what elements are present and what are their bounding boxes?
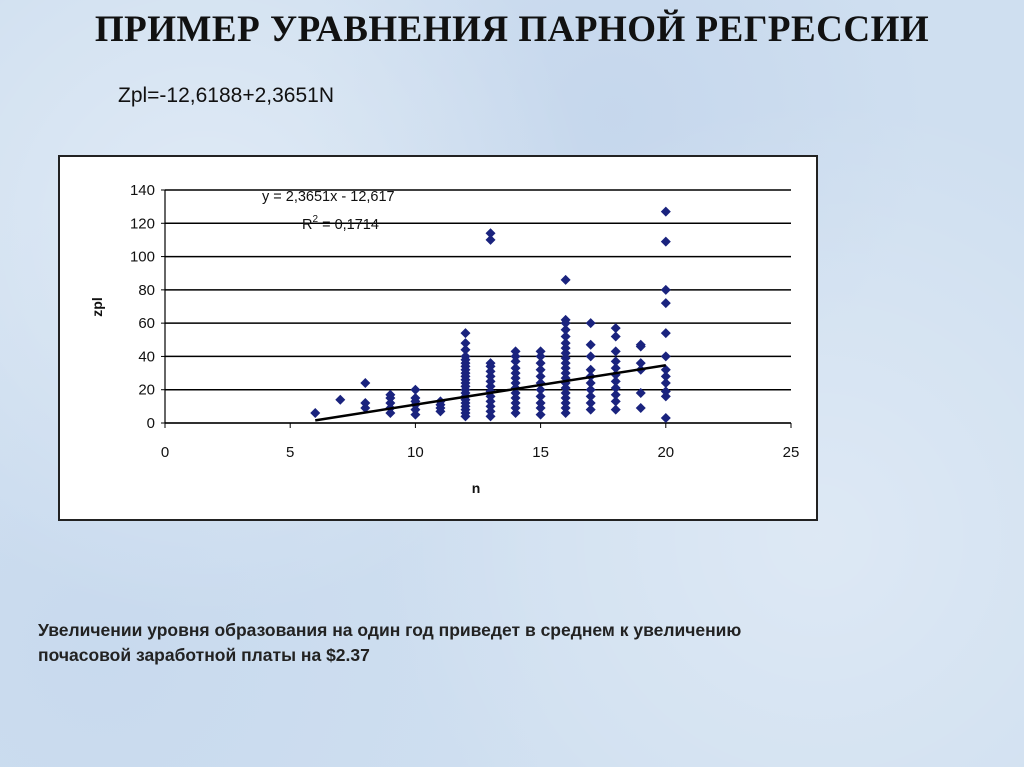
data-points <box>310 206 671 424</box>
data-point-102 <box>585 391 596 402</box>
r-squared-label: R2 = 0,1714 <box>302 214 379 233</box>
data-point-1 <box>335 394 346 405</box>
regression-equation: Zpl=-12,6188+2,3651N <box>118 84 334 107</box>
data-point-54 <box>485 234 496 245</box>
data-point-118 <box>610 346 621 357</box>
data-point-69 <box>535 409 546 420</box>
data-point-76 <box>535 364 546 375</box>
data-point-68 <box>510 346 521 357</box>
data-point-75 <box>535 371 546 382</box>
data-point-136 <box>660 284 671 295</box>
data-point-127 <box>660 413 671 424</box>
y-tick-label-60: 60 <box>138 315 155 332</box>
chart-svg: 0 20 40 60 80 100 120 140 0 5 10 15 20 25 y = 2,3651… <box>89 182 800 496</box>
data-point-0 <box>310 408 321 419</box>
conclusion-line-1: Увеличении уровня образования на один го… <box>38 620 742 640</box>
y-tick-label-0: 0 <box>147 415 155 432</box>
data-point-95 <box>560 331 571 342</box>
slide-title: ПРИМЕР УРАВНЕНИЯ ПАРНОЙ РЕГРЕССИИ <box>94 9 930 50</box>
data-point-100 <box>585 404 596 415</box>
data-point-4 <box>360 378 371 389</box>
trendline-equation: y = 2,3651x - 12,617 <box>262 189 395 205</box>
y-tick-label-120: 120 <box>130 215 155 232</box>
data-point-71 <box>535 398 546 409</box>
x-tick-label-10: 10 <box>407 444 424 461</box>
y-tick-label-40: 40 <box>138 348 155 365</box>
scatter-chart: 0 20 40 60 80 100 120 140 0 5 10 15 20 25 y = 2,3651… <box>58 155 818 521</box>
data-point-15 <box>410 384 421 395</box>
r-squared-value: = 0,1714 <box>318 217 379 233</box>
data-point-40 <box>460 338 471 349</box>
data-point-126 <box>635 339 646 350</box>
r-squared-exponent: 2 <box>312 214 318 225</box>
data-point-137 <box>660 236 671 247</box>
data-point-77 <box>535 358 546 369</box>
data-point-117 <box>610 356 621 367</box>
data-point-119 <box>610 331 621 342</box>
gridlines <box>165 189 791 424</box>
data-point-110 <box>610 404 621 415</box>
data-point-98 <box>560 314 571 325</box>
data-point-53 <box>485 358 496 369</box>
data-point-138 <box>660 206 671 217</box>
x-tick-label-0: 0 <box>161 444 169 461</box>
y-tick-labels: 0 20 40 60 80 100 120 140 <box>130 182 155 432</box>
data-point-65 <box>510 363 521 374</box>
data-point-41 <box>460 328 471 339</box>
data-point-130 <box>660 378 671 389</box>
data-point-73 <box>535 384 546 395</box>
y-tick-label-80: 80 <box>138 282 155 299</box>
data-point-103 <box>585 384 596 395</box>
y-axis-label: zpl <box>89 297 105 316</box>
conclusion-line-2: почасовой заработной платы на $2.37 <box>38 645 370 665</box>
data-point-116 <box>610 363 621 374</box>
data-point-132 <box>660 364 671 375</box>
data-point-111 <box>610 396 621 407</box>
data-point-114 <box>610 376 621 387</box>
data-point-14 <box>410 393 421 404</box>
data-point-121 <box>635 403 646 414</box>
data-point-55 <box>485 228 496 239</box>
data-point-107 <box>585 351 596 362</box>
data-point-104 <box>585 378 596 389</box>
data-point-122 <box>635 388 646 399</box>
y-tick-label-20: 20 <box>138 382 155 399</box>
trendline-layer <box>315 364 666 422</box>
conclusion-text: Увеличении уровня образования на один го… <box>38 618 938 668</box>
x-tick-label-15: 15 <box>532 444 549 461</box>
data-point-112 <box>610 389 621 400</box>
x-tick-label-20: 20 <box>657 444 674 461</box>
data-point-72 <box>535 391 546 402</box>
data-point-3 <box>360 398 371 409</box>
y-tick-label-100: 100 <box>130 249 155 266</box>
data-point-96 <box>560 324 571 335</box>
data-point-39 <box>460 344 471 355</box>
y-tick-label-140: 140 <box>130 182 155 199</box>
x-tick-label-5: 5 <box>286 444 294 461</box>
axes <box>161 189 792 428</box>
data-point-131 <box>660 371 671 382</box>
data-point-108 <box>585 339 596 350</box>
data-point-133 <box>660 351 671 362</box>
r-squared-prefix: R <box>302 217 312 233</box>
data-point-124 <box>635 358 646 369</box>
data-point-129 <box>660 386 671 397</box>
x-tick-labels: 0 5 10 15 20 25 <box>161 444 800 461</box>
data-point-38 <box>460 351 471 362</box>
data-point-99 <box>560 274 571 285</box>
x-tick-label-25: 25 <box>783 444 800 461</box>
trendline <box>315 364 666 422</box>
data-point-79 <box>535 346 546 357</box>
data-point-106 <box>585 364 596 375</box>
data-point-109 <box>585 318 596 329</box>
data-point-9 <box>385 389 396 400</box>
data-point-101 <box>585 398 596 409</box>
data-point-135 <box>660 298 671 309</box>
data-point-120 <box>610 323 621 334</box>
x-axis-label: n <box>472 480 481 496</box>
data-point-113 <box>610 383 621 394</box>
data-point-134 <box>660 328 671 339</box>
data-point-94 <box>560 338 571 349</box>
